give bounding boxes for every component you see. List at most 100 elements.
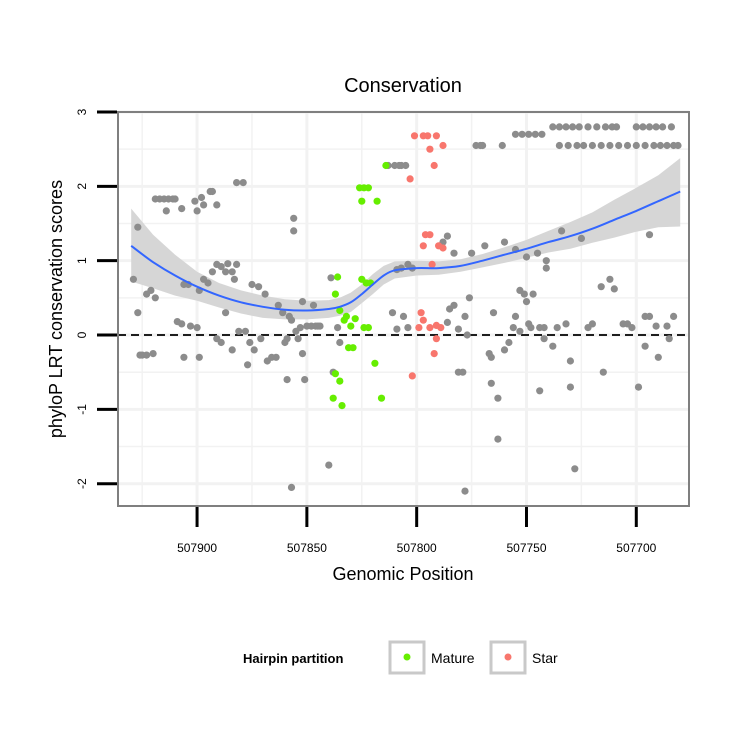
plot-panel-background — [118, 112, 689, 506]
data-point — [424, 132, 432, 140]
data-point — [555, 123, 564, 131]
data-point — [487, 379, 495, 387]
data-point — [654, 353, 662, 361]
data-point — [564, 141, 572, 150]
y-tick-label: 1 — [75, 257, 89, 264]
data-point — [404, 324, 412, 332]
data-point — [340, 316, 348, 324]
data-point — [134, 223, 142, 231]
data-point — [230, 275, 238, 283]
data-point — [204, 279, 212, 287]
data-point — [454, 325, 462, 333]
data-point — [274, 301, 282, 309]
data-point — [283, 376, 291, 384]
x-axis-title: Genomic Position — [332, 564, 473, 584]
data-point — [516, 327, 524, 335]
data-point — [430, 161, 438, 170]
data-point — [505, 338, 513, 347]
data-point — [200, 201, 208, 209]
data-point — [632, 123, 640, 131]
data-point — [419, 316, 427, 324]
data-point — [147, 286, 155, 294]
data-point — [511, 130, 520, 138]
data-point — [489, 309, 498, 317]
data-point — [402, 161, 410, 170]
data-point — [577, 234, 586, 242]
data-point — [228, 346, 236, 354]
data-point — [606, 275, 614, 283]
data-point — [522, 253, 531, 261]
data-point — [435, 242, 443, 250]
data-point — [162, 207, 170, 215]
data-point — [178, 320, 186, 328]
legend-label-mature: Mature — [431, 650, 475, 666]
data-point — [536, 387, 544, 395]
data-points — [129, 123, 682, 495]
data-point — [213, 335, 221, 343]
data-point — [290, 214, 298, 222]
data-point — [373, 197, 381, 205]
data-point — [257, 335, 265, 343]
data-point — [334, 273, 342, 281]
data-point — [426, 145, 434, 153]
data-point — [208, 268, 216, 276]
data-point — [228, 268, 236, 276]
data-point — [667, 123, 676, 131]
data-point — [459, 368, 467, 376]
data-point — [406, 175, 414, 183]
data-point — [208, 187, 216, 196]
data-point — [498, 141, 506, 150]
data-point — [309, 301, 318, 309]
data-point — [663, 141, 671, 150]
data-point — [612, 123, 621, 131]
data-point — [549, 123, 557, 131]
data-point — [239, 179, 247, 187]
data-point — [334, 324, 342, 332]
data-point — [290, 227, 298, 235]
data-point — [178, 205, 186, 213]
data-point — [388, 309, 397, 317]
data-point — [500, 238, 509, 246]
data-point — [443, 232, 451, 240]
data-point — [408, 372, 416, 380]
data-point — [279, 309, 287, 317]
legend-label-star: Star — [532, 650, 558, 666]
data-point — [597, 141, 605, 150]
data-point — [287, 483, 296, 491]
x-tick-label: 507750 — [506, 541, 546, 555]
data-point — [233, 179, 241, 187]
data-point — [593, 123, 601, 131]
confidence-ribbon — [131, 158, 681, 320]
data-point — [244, 361, 252, 369]
x-tick-label: 507850 — [287, 541, 327, 555]
data-point — [487, 353, 495, 361]
data-point — [186, 322, 195, 330]
data-point — [382, 161, 390, 170]
data-point — [298, 350, 307, 358]
data-point — [652, 123, 660, 131]
data-point — [645, 231, 654, 239]
data-point — [533, 249, 542, 257]
data-point — [606, 141, 614, 150]
data-point — [610, 285, 618, 293]
data-point — [599, 368, 607, 376]
data-point — [645, 123, 654, 131]
y-tick-label: 0 — [75, 331, 89, 338]
data-point — [645, 312, 654, 320]
data-point — [663, 322, 671, 330]
data-point — [338, 402, 346, 410]
data-point — [520, 290, 528, 298]
y-axis-title: phyloP LRT conservation scores — [46, 180, 66, 438]
data-point — [601, 123, 610, 131]
data-point — [468, 249, 476, 257]
plot-panel-border — [117, 111, 690, 507]
data-point — [437, 324, 445, 332]
data-point — [500, 346, 509, 354]
data-point — [325, 461, 333, 469]
data-point — [494, 435, 502, 443]
data-point — [432, 335, 440, 343]
data-point — [634, 383, 643, 391]
data-point — [428, 260, 436, 268]
data-point — [439, 141, 447, 150]
